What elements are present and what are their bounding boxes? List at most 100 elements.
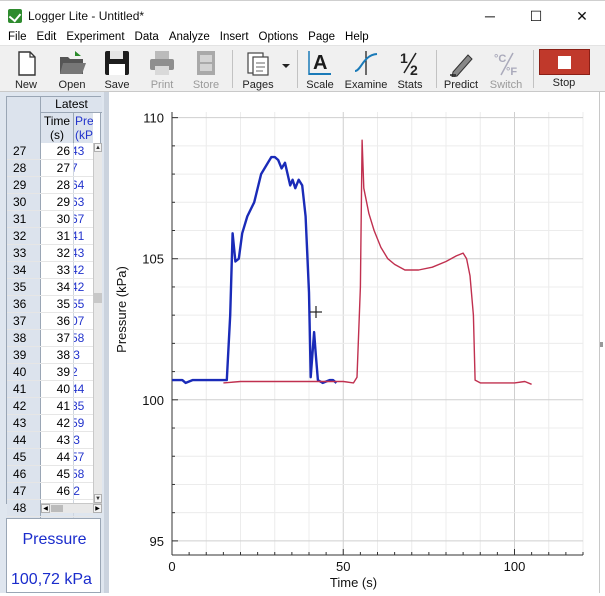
time-cell[interactable]: 40 bbox=[41, 381, 74, 397]
pressure-cell[interactable]: 7 bbox=[74, 161, 78, 175]
time-cell[interactable]: 44 bbox=[41, 449, 74, 465]
scroll-up-icon[interactable]: ▲ bbox=[94, 143, 102, 152]
time-cell[interactable]: 32 bbox=[41, 245, 74, 261]
menu-options[interactable]: Options bbox=[258, 31, 299, 43]
pressure-cell[interactable]: 55 bbox=[74, 297, 85, 311]
table-row[interactable]: 42 41 35 bbox=[7, 398, 93, 415]
table-row[interactable]: 29 28 64 bbox=[7, 177, 93, 194]
table-row[interactable]: 32 31 41 bbox=[7, 228, 93, 245]
time-cell[interactable]: 41 bbox=[41, 398, 74, 414]
stop-button[interactable]: Stop bbox=[538, 46, 590, 92]
menu-page[interactable]: Page bbox=[308, 31, 336, 43]
table-row[interactable]: 37 36 07 bbox=[7, 313, 93, 330]
table-row[interactable]: 27 26 43 bbox=[7, 143, 93, 160]
pressure-cell[interactable]: 67 bbox=[74, 212, 85, 226]
menu-experiment[interactable]: Experiment bbox=[66, 31, 125, 43]
table-row[interactable]: 35 34 42 bbox=[7, 279, 93, 296]
time-cell[interactable]: 34 bbox=[41, 279, 74, 295]
time-cell[interactable]: 30 bbox=[41, 211, 74, 227]
pressure-cell[interactable]: 07 bbox=[74, 314, 85, 328]
scroll-right-icon[interactable]: ▶ bbox=[93, 504, 102, 513]
pages-dropdown-button[interactable] bbox=[280, 46, 292, 92]
examine-button[interactable]: Examine bbox=[345, 46, 387, 92]
pressure-column-header[interactable]: Pre (kPa bbox=[74, 113, 93, 143]
pressure-cell[interactable]: 43 bbox=[74, 246, 85, 260]
time-cell[interactable]: 45 bbox=[41, 466, 74, 482]
pressure-cell[interactable]: 57 bbox=[74, 450, 85, 464]
pressure-cell[interactable]: 58 bbox=[74, 331, 85, 345]
table-row[interactable]: 45 44 57 bbox=[7, 449, 93, 466]
table-row[interactable]: 38 37 58 bbox=[7, 330, 93, 347]
table-row[interactable]: 36 35 55 bbox=[7, 296, 93, 313]
pressure-cell[interactable]: 63 bbox=[74, 195, 85, 209]
close-button[interactable]: ✕ bbox=[576, 7, 588, 24]
time-column-header[interactable]: Time (s) bbox=[41, 113, 74, 143]
table-horizontal-scrollbar[interactable]: ◀ ▶ bbox=[41, 503, 102, 513]
predict-button[interactable]: Predict bbox=[442, 46, 480, 92]
pages-button[interactable]: Pages bbox=[238, 46, 278, 92]
table-row[interactable]: 34 33 42 bbox=[7, 262, 93, 279]
pressure-cell[interactable]: 43 bbox=[74, 144, 85, 158]
pressure-cell[interactable]: 2 bbox=[74, 365, 78, 379]
time-cell[interactable]: 36 bbox=[41, 313, 74, 329]
table-row[interactable]: 46 45 58 bbox=[7, 466, 93, 483]
pressure-cell[interactable]: 59 bbox=[74, 416, 85, 430]
scrollbar-thumb[interactable] bbox=[94, 293, 102, 303]
table-row[interactable]: 40 39 2 bbox=[7, 364, 93, 381]
menu-analyze[interactable]: Analyze bbox=[168, 31, 210, 43]
save-button[interactable]: Save bbox=[97, 46, 137, 92]
pressure-cell[interactable]: 35 bbox=[74, 399, 85, 413]
open-button[interactable]: Open bbox=[52, 46, 92, 92]
time-cell[interactable]: 31 bbox=[41, 228, 74, 244]
scroll-left-icon[interactable]: ◀ bbox=[41, 504, 50, 513]
table-row[interactable]: 33 32 43 bbox=[7, 245, 93, 262]
menu-insert[interactable]: Insert bbox=[219, 31, 249, 43]
pressure-meter[interactable]: Pressure 100,72 kPa bbox=[6, 518, 101, 593]
time-cell[interactable]: 42 bbox=[41, 415, 74, 431]
table-row[interactable]: 28 27 7 bbox=[7, 160, 93, 177]
pressure-cell[interactable]: 64 bbox=[74, 178, 85, 192]
time-cell[interactable]: 27 bbox=[41, 160, 74, 176]
pressure-cell[interactable]: 58 bbox=[74, 467, 85, 481]
menu-data[interactable]: Data bbox=[134, 31, 159, 43]
table-row[interactable]: 30 29 63 bbox=[7, 194, 93, 211]
scroll-down-icon[interactable]: ▼ bbox=[94, 494, 102, 503]
menu-edit[interactable]: Edit bbox=[36, 31, 57, 43]
graph-panel[interactable]: 0 50 100 95 100 105 110 Time (s) Pressure (kPa) bbox=[104, 92, 605, 593]
menu-file[interactable]: File bbox=[8, 31, 27, 43]
pressure-vs-time-graph[interactable]: 0 50 100 95 100 105 110 Time (s) Pressure (kPa) bbox=[104, 92, 605, 593]
time-cell[interactable]: 38 bbox=[41, 347, 74, 363]
time-cell[interactable]: 46 bbox=[41, 483, 74, 499]
time-cell[interactable]: 43 bbox=[41, 432, 74, 448]
new-button[interactable]: New bbox=[6, 46, 46, 92]
time-cell[interactable]: 26 bbox=[41, 143, 74, 159]
print-button[interactable]: Print bbox=[142, 46, 182, 92]
table-row[interactable]: 43 42 59 bbox=[7, 415, 93, 432]
pressure-cell[interactable]: 41 bbox=[74, 229, 85, 243]
pressure-cell[interactable]: 44 bbox=[74, 382, 85, 396]
time-cell[interactable]: 35 bbox=[41, 296, 74, 312]
switch-button[interactable]: °C °F Switch bbox=[487, 46, 525, 92]
menu-help[interactable]: Help bbox=[345, 31, 369, 43]
pressure-cell[interactable]: '3 bbox=[74, 433, 80, 447]
scale-button[interactable]: A Scale bbox=[302, 46, 338, 92]
pressure-cell[interactable]: 42 bbox=[74, 280, 85, 294]
time-cell[interactable]: 28 bbox=[41, 177, 74, 193]
table-row[interactable]: 41 40 44 bbox=[7, 381, 93, 398]
store-button[interactable]: Store bbox=[186, 46, 226, 92]
maximize-button[interactable]: ☐ bbox=[529, 7, 543, 24]
scrollbar-thumb[interactable] bbox=[51, 505, 63, 512]
minimize-button[interactable]: ─ bbox=[485, 8, 495, 24]
time-cell[interactable]: 39 bbox=[41, 364, 74, 380]
time-cell[interactable]: 37 bbox=[41, 330, 74, 346]
pressure-cell[interactable]: '3 bbox=[74, 348, 80, 362]
time-cell[interactable]: 29 bbox=[41, 194, 74, 210]
pressure-cell[interactable]: 42 bbox=[74, 263, 85, 277]
table-vertical-scrollbar[interactable]: ▲ ▼ bbox=[93, 143, 102, 503]
time-cell[interactable]: 33 bbox=[41, 262, 74, 278]
pressure-cell[interactable]: '2 bbox=[74, 484, 80, 498]
